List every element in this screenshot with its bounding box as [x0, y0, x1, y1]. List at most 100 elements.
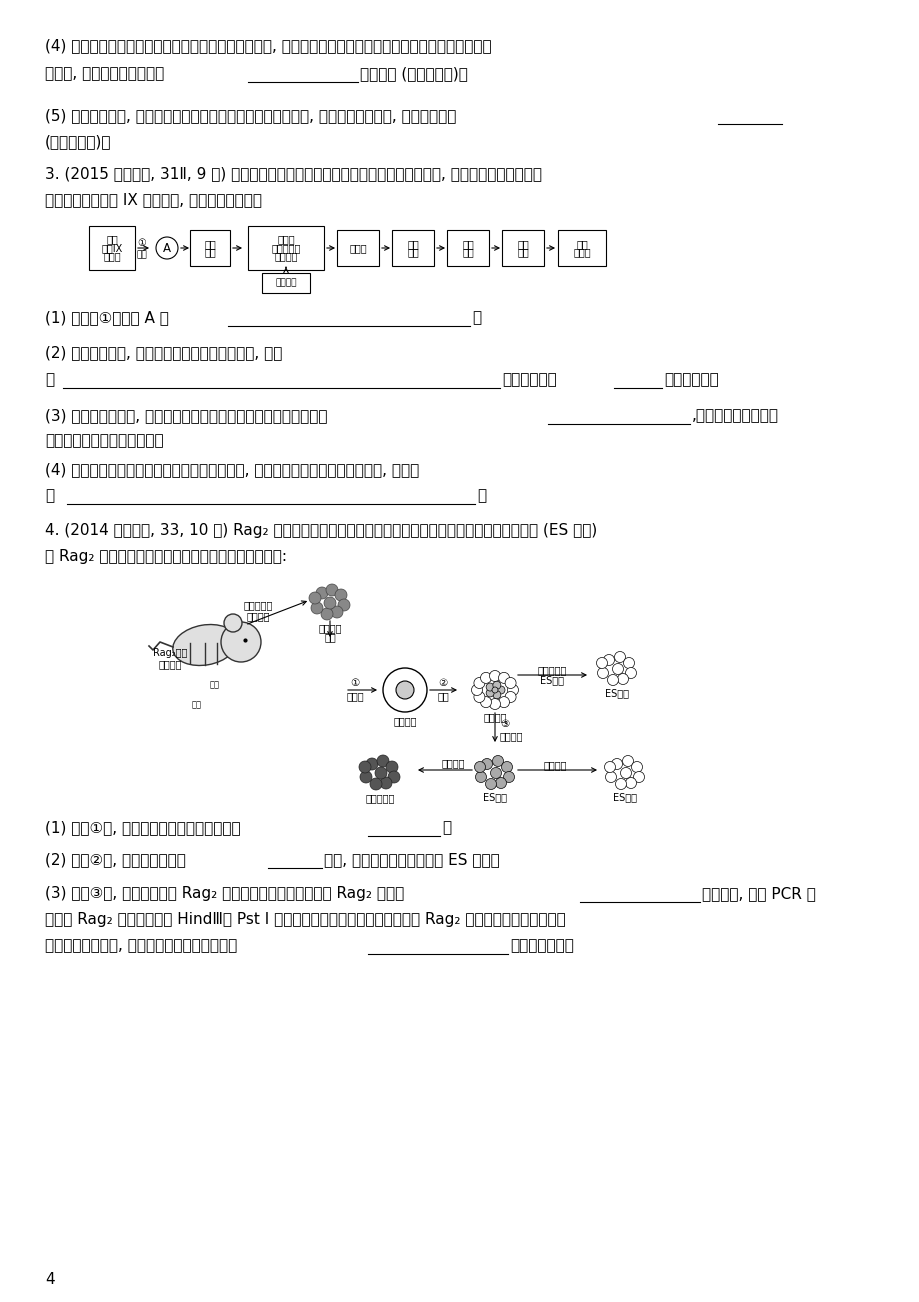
Text: 基因的成纤: 基因的成纤	[271, 243, 301, 253]
Circle shape	[493, 691, 500, 699]
Text: 酶的酶切位点。: 酶的酶切位点。	[509, 937, 573, 953]
Text: ES细胞: ES细胞	[539, 674, 563, 685]
Text: 基因: 基因	[106, 234, 118, 245]
Circle shape	[493, 681, 500, 689]
Circle shape	[221, 622, 261, 661]
Circle shape	[335, 589, 346, 602]
Circle shape	[337, 599, 349, 611]
Text: 含有目的: 含有目的	[274, 251, 298, 262]
Circle shape	[498, 697, 509, 707]
Text: ③: ③	[499, 719, 509, 729]
Circle shape	[489, 671, 500, 681]
Text: 3. (2015 安徽理综, 31Ⅱ, 9 分) 科研人员采用转基因体细胞克隆技术获得转基因绵羊, 以便通过乳腺生物反应: 3. (2015 安徽理综, 31Ⅱ, 9 分) 科研人员采用转基因体细胞克隆技…	[45, 165, 541, 181]
Circle shape	[615, 779, 626, 789]
Text: 体外诱导: 体外诱导	[441, 758, 464, 768]
Circle shape	[605, 772, 616, 783]
Circle shape	[490, 767, 501, 779]
Circle shape	[475, 772, 486, 783]
Circle shape	[366, 758, 378, 769]
Text: 核移植: 核移植	[346, 691, 363, 700]
Text: 对 Rag₂ 基因缺失小鼠进行基因治疗。其技术流程如图:: 对 Rag₂ 基因缺失小鼠进行基因治疗。其技术流程如图:	[45, 549, 287, 564]
Text: A: A	[163, 241, 171, 254]
Text: 因子IX: 因子IX	[101, 243, 122, 253]
Text: 母羊体内的存活提供了可能。: 母羊体内的存活提供了可能。	[45, 434, 164, 448]
FancyBboxPatch shape	[502, 230, 543, 266]
Text: 代孕: 代孕	[516, 247, 528, 258]
Circle shape	[625, 668, 636, 678]
Text: 。: 。	[476, 488, 485, 503]
Text: 核移植: 核移植	[349, 243, 367, 253]
Circle shape	[471, 685, 482, 695]
Text: 胚胎: 胚胎	[461, 247, 473, 258]
Circle shape	[622, 755, 633, 767]
Circle shape	[358, 760, 370, 773]
Circle shape	[485, 779, 496, 789]
Circle shape	[386, 760, 398, 773]
Circle shape	[480, 672, 491, 684]
Text: 培养: 培养	[437, 691, 448, 700]
Text: 体外: 体外	[407, 247, 418, 258]
Circle shape	[382, 668, 426, 712]
Circle shape	[492, 755, 503, 767]
Circle shape	[388, 771, 400, 783]
Text: (5) 若培育抗虫棉, 将抗虫基因通过适当的途径导入棉花受精卵, 然后进行组织培养, 其过程相当于: (5) 若培育抗虫棉, 将抗虫基因通过适当的途径导入棉花受精卵, 然后进行组织培…	[45, 108, 456, 122]
Circle shape	[614, 651, 625, 663]
Text: 棒棒: 棒棒	[210, 680, 220, 689]
Circle shape	[507, 685, 518, 695]
Circle shape	[485, 684, 494, 691]
Text: ①: ①	[350, 678, 359, 687]
Text: 卵母细胞: 卵母细胞	[275, 279, 297, 288]
Circle shape	[612, 664, 623, 674]
FancyBboxPatch shape	[190, 230, 230, 266]
Circle shape	[495, 777, 506, 789]
Circle shape	[630, 762, 641, 772]
Ellipse shape	[173, 625, 237, 665]
Text: (3) 步骤③中, 需要构建含有 Rag₂ 基因的表达载体。可以根据 Rag₂ 基因的: (3) 步骤③中, 需要构建含有 Rag₂ 基因的表达载体。可以根据 Rag₂ …	[45, 885, 403, 901]
Text: 接连接到表达载体, 所选择的表达载体上应具有: 接连接到表达载体, 所选择的表达载体上应具有	[45, 937, 237, 953]
Text: 筛选: 筛选	[204, 247, 216, 258]
Circle shape	[321, 608, 333, 620]
Text: 造血干细胞: 造血干细胞	[365, 793, 394, 803]
FancyBboxPatch shape	[262, 273, 310, 293]
Text: 上皮细胞: 上皮细胞	[246, 611, 269, 621]
Circle shape	[596, 658, 607, 668]
Text: 4. (2014 福建理综, 33, 10 分) Rag₂ 基因缺失小鼠不能产生成熟的淋巴细胞。科研人员利用胚胎干细胞 (ES 细胞): 4. (2014 福建理综, 33, 10 分) Rag₂ 基因缺失小鼠不能产生…	[45, 523, 596, 538]
Text: 。受体应选用: 。受体应选用	[502, 372, 556, 387]
Circle shape	[473, 691, 484, 703]
Circle shape	[603, 655, 614, 665]
Text: 移植: 移植	[461, 238, 473, 249]
Text: (1) 由过程①获得的 A 为: (1) 由过程①获得的 A 为	[45, 310, 169, 326]
Circle shape	[619, 767, 630, 779]
Text: 导入: 导入	[137, 250, 148, 259]
Text: 术扩增 Rag₂ 基因片段。用 HindⅢ和 Pst I 限制酶分别在片段两侧进行酶切获得 Rag₂ 基因片段。为将该片段直: 术扩增 Rag₂ 基因片段。用 HindⅢ和 Pst I 限制酶分别在片段两侧进…	[45, 911, 565, 927]
FancyBboxPatch shape	[336, 230, 379, 266]
FancyBboxPatch shape	[558, 230, 606, 266]
FancyBboxPatch shape	[447, 230, 489, 266]
Text: 分离、培养: 分离、培养	[243, 600, 272, 611]
Circle shape	[156, 237, 177, 259]
Text: 棒棒: 棒棒	[192, 700, 202, 710]
Circle shape	[498, 672, 509, 684]
Text: 重组胚胎: 重组胚胎	[482, 712, 506, 723]
Text: 此技术, 将柴油树细胞培养到: 此技术, 将柴油树细胞培养到	[45, 66, 165, 81]
Circle shape	[623, 658, 634, 668]
Text: 基因导入: 基因导入	[499, 730, 523, 741]
Circle shape	[596, 668, 607, 678]
Text: 缺失小鼠: 缺失小鼠	[158, 659, 182, 669]
Text: 人凝血: 人凝血	[103, 251, 120, 262]
Circle shape	[380, 777, 391, 789]
Text: ES细胞: ES细胞	[612, 792, 636, 802]
Text: (2) 在核移植之前, 必须先去掉受体卵母细胞的核, 目的: (2) 在核移植之前, 必须先去掉受体卵母细胞的核, 目的	[45, 345, 282, 359]
Circle shape	[223, 615, 242, 631]
FancyBboxPatch shape	[248, 227, 323, 270]
Text: 阶段即可 (填字母编号)。: 阶段即可 (填字母编号)。	[359, 66, 468, 81]
Text: 器生产人凝血因子 IX 医用蛋白, 其技术路线如图。: 器生产人凝血因子 IX 医用蛋白, 其技术路线如图。	[45, 191, 262, 207]
Text: ES细胞: ES细胞	[605, 687, 629, 698]
Circle shape	[480, 697, 491, 707]
Text: (1) 步骤①中, 在核移植前应去除卵母细胞的: (1) 步骤①中, 在核移植前应去除卵母细胞的	[45, 820, 241, 835]
Text: 设计引物, 利用 PCR 技: 设计引物, 利用 PCR 技	[701, 885, 815, 901]
Circle shape	[309, 592, 321, 604]
Circle shape	[496, 686, 505, 694]
Circle shape	[625, 777, 636, 789]
Circle shape	[633, 772, 644, 783]
